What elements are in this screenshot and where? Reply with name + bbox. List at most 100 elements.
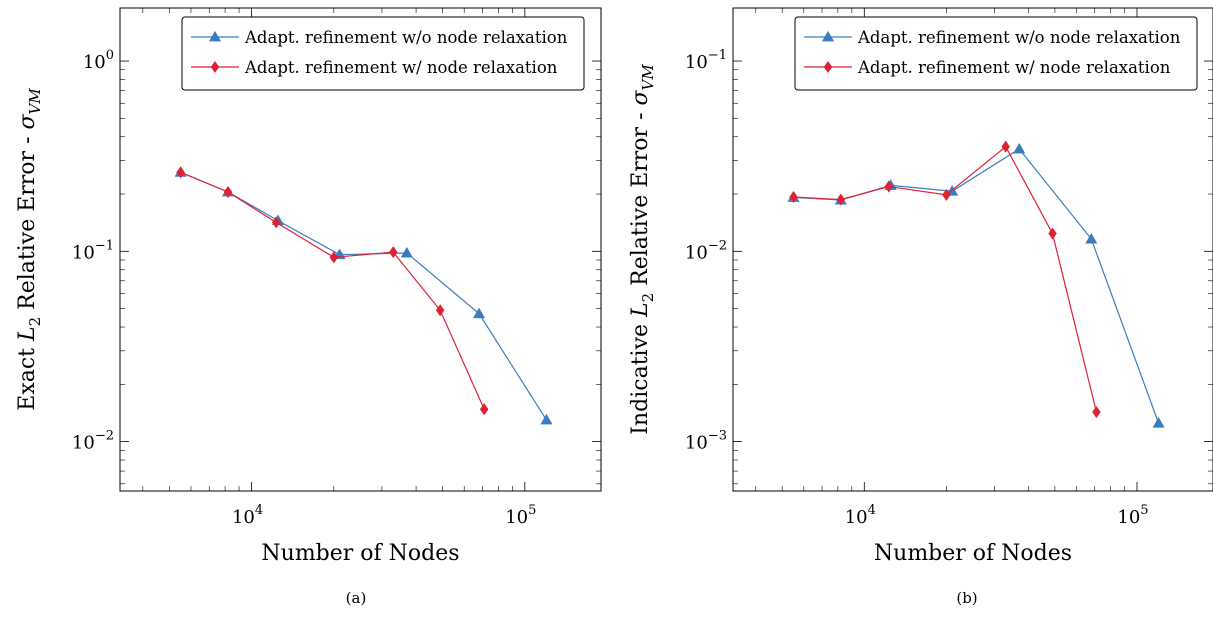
plot-frame	[732, 7, 1213, 492]
x-tick-base: 10	[1117, 507, 1140, 528]
diamond-marker	[789, 190, 798, 204]
series-line	[180, 171, 485, 410]
x-tick-label: 105	[1117, 503, 1148, 528]
x-axis-label: Number of Nodes	[261, 541, 459, 566]
diamond-marker	[884, 180, 894, 193]
legend-box	[181, 16, 585, 91]
x-tick-label: 104	[845, 503, 876, 528]
x-tick-label: 105	[505, 503, 536, 528]
diamond-marker	[435, 304, 445, 317]
y-tick-label: 10−1	[72, 238, 114, 263]
legend-item: Adapt. refinement w/o node relaxation	[804, 28, 1181, 47]
y-label-text: Relative Error -	[628, 106, 653, 293]
y-tick-label: 10−1	[685, 48, 727, 73]
y-label-symbol: L	[15, 326, 40, 342]
diamond-marker	[836, 193, 846, 206]
subfigure-caption: (a)	[346, 589, 367, 607]
x-tick-exponent: 5	[528, 503, 536, 518]
y-label-sigma-subscript: VM	[26, 88, 44, 115]
plot-frame	[119, 7, 602, 492]
diamond-marker	[389, 246, 398, 259]
triangle-marker	[473, 307, 486, 319]
subfigure-caption: (b)	[956, 589, 977, 607]
x-tick-base: 10	[845, 507, 868, 528]
triangle-marker	[1152, 417, 1165, 428]
y-tick-exponent: −2	[708, 238, 727, 253]
triangle-marker	[1013, 142, 1026, 154]
series-without-relaxation	[787, 142, 1165, 428]
y-label-text: Exact	[15, 341, 40, 411]
major-ticks	[120, 8, 601, 491]
diamond-marker	[1001, 140, 1010, 153]
series-line	[793, 145, 1098, 413]
series-without-relaxation	[174, 166, 553, 425]
legend: Adapt. refinement w/o node relaxation Ada…	[181, 16, 585, 91]
y-tick-exponent: −2	[95, 429, 114, 444]
diamond-marker	[176, 166, 185, 179]
diamond-marker	[271, 216, 281, 229]
y-label-sigma-subscript: VM	[639, 64, 657, 91]
series-line	[793, 148, 1160, 424]
diamond-marker	[479, 403, 489, 416]
y-tick-base: 10	[72, 242, 95, 263]
y-label-subscript: 2	[639, 293, 657, 303]
y-tick-base: 10	[685, 433, 708, 454]
y-label-text: Indicative	[628, 317, 653, 435]
legend-item: Adapt. refinement w/o node relaxation	[191, 28, 568, 47]
diamond-marker	[1092, 406, 1101, 419]
x-tick-label: 104	[232, 503, 263, 528]
diamond-marker	[942, 188, 951, 201]
legend: Adapt. refinement w/o node relaxation Ada…	[794, 16, 1198, 91]
x-tick-exponent: 4	[255, 503, 263, 518]
legend-box	[794, 16, 1198, 91]
minor-ticks	[733, 8, 1213, 491]
diamond-marker	[1048, 227, 1057, 240]
y-label-symbol: L	[628, 302, 653, 318]
legend-label: Adapt. refinement w/o node relaxation	[244, 28, 568, 47]
y-label-text: Relative Error -	[15, 130, 40, 317]
legend-label: Adapt. refinement w/o node relaxation	[857, 28, 1181, 47]
y-tick-base: 10	[83, 52, 106, 73]
y-tick-label: 10−3	[685, 429, 727, 454]
y-tick-base: 10	[685, 52, 708, 73]
series-with-relaxation	[789, 140, 1101, 419]
y-tick-exponent: 0	[106, 48, 114, 63]
triangle-marker	[821, 30, 835, 42]
y-tick-exponent: −1	[95, 238, 114, 253]
legend-item: Adapt. refinement w/ node relaxation	[804, 58, 1171, 77]
x-tick-exponent: 4	[868, 503, 876, 518]
minor-ticks	[120, 8, 601, 491]
y-tick-label: 10−2	[72, 429, 114, 454]
series-with-relaxation	[176, 166, 489, 416]
y-tick-label: 100	[83, 48, 114, 73]
triangle-marker	[208, 30, 222, 42]
y-axis-label: Indicative L2 Relative Error - σVM	[628, 64, 657, 435]
y-label-sigma: σ	[628, 90, 653, 106]
legend-item: Adapt. refinement w/ node relaxation	[191, 58, 558, 77]
y-axis-label: Exact L2 Relative Error - σVM	[15, 88, 44, 411]
x-tick-base: 10	[505, 507, 528, 528]
y-tick-exponent: −1	[708, 48, 727, 63]
diamond-marker	[223, 185, 233, 199]
triangle-marker	[400, 246, 413, 258]
x-tick-base: 10	[232, 507, 255, 528]
triangle-marker	[540, 413, 553, 425]
legend-label: Adapt. refinement w/ node relaxation	[244, 58, 558, 77]
y-tick-base: 10	[72, 433, 95, 454]
x-tick-exponent: 5	[1140, 503, 1148, 518]
series-line	[180, 171, 547, 421]
y-label-sigma: σ	[15, 114, 40, 130]
diamond-marker	[210, 60, 220, 74]
triangle-marker	[1085, 232, 1098, 244]
y-tick-label: 10−2	[685, 238, 727, 263]
diamond-marker	[823, 60, 833, 74]
y-tick-exponent: −3	[708, 429, 727, 444]
diamond-marker	[329, 251, 339, 264]
x-axis-label: Number of Nodes	[874, 541, 1072, 566]
y-label-subscript: 2	[26, 317, 44, 327]
major-ticks	[733, 8, 1213, 491]
